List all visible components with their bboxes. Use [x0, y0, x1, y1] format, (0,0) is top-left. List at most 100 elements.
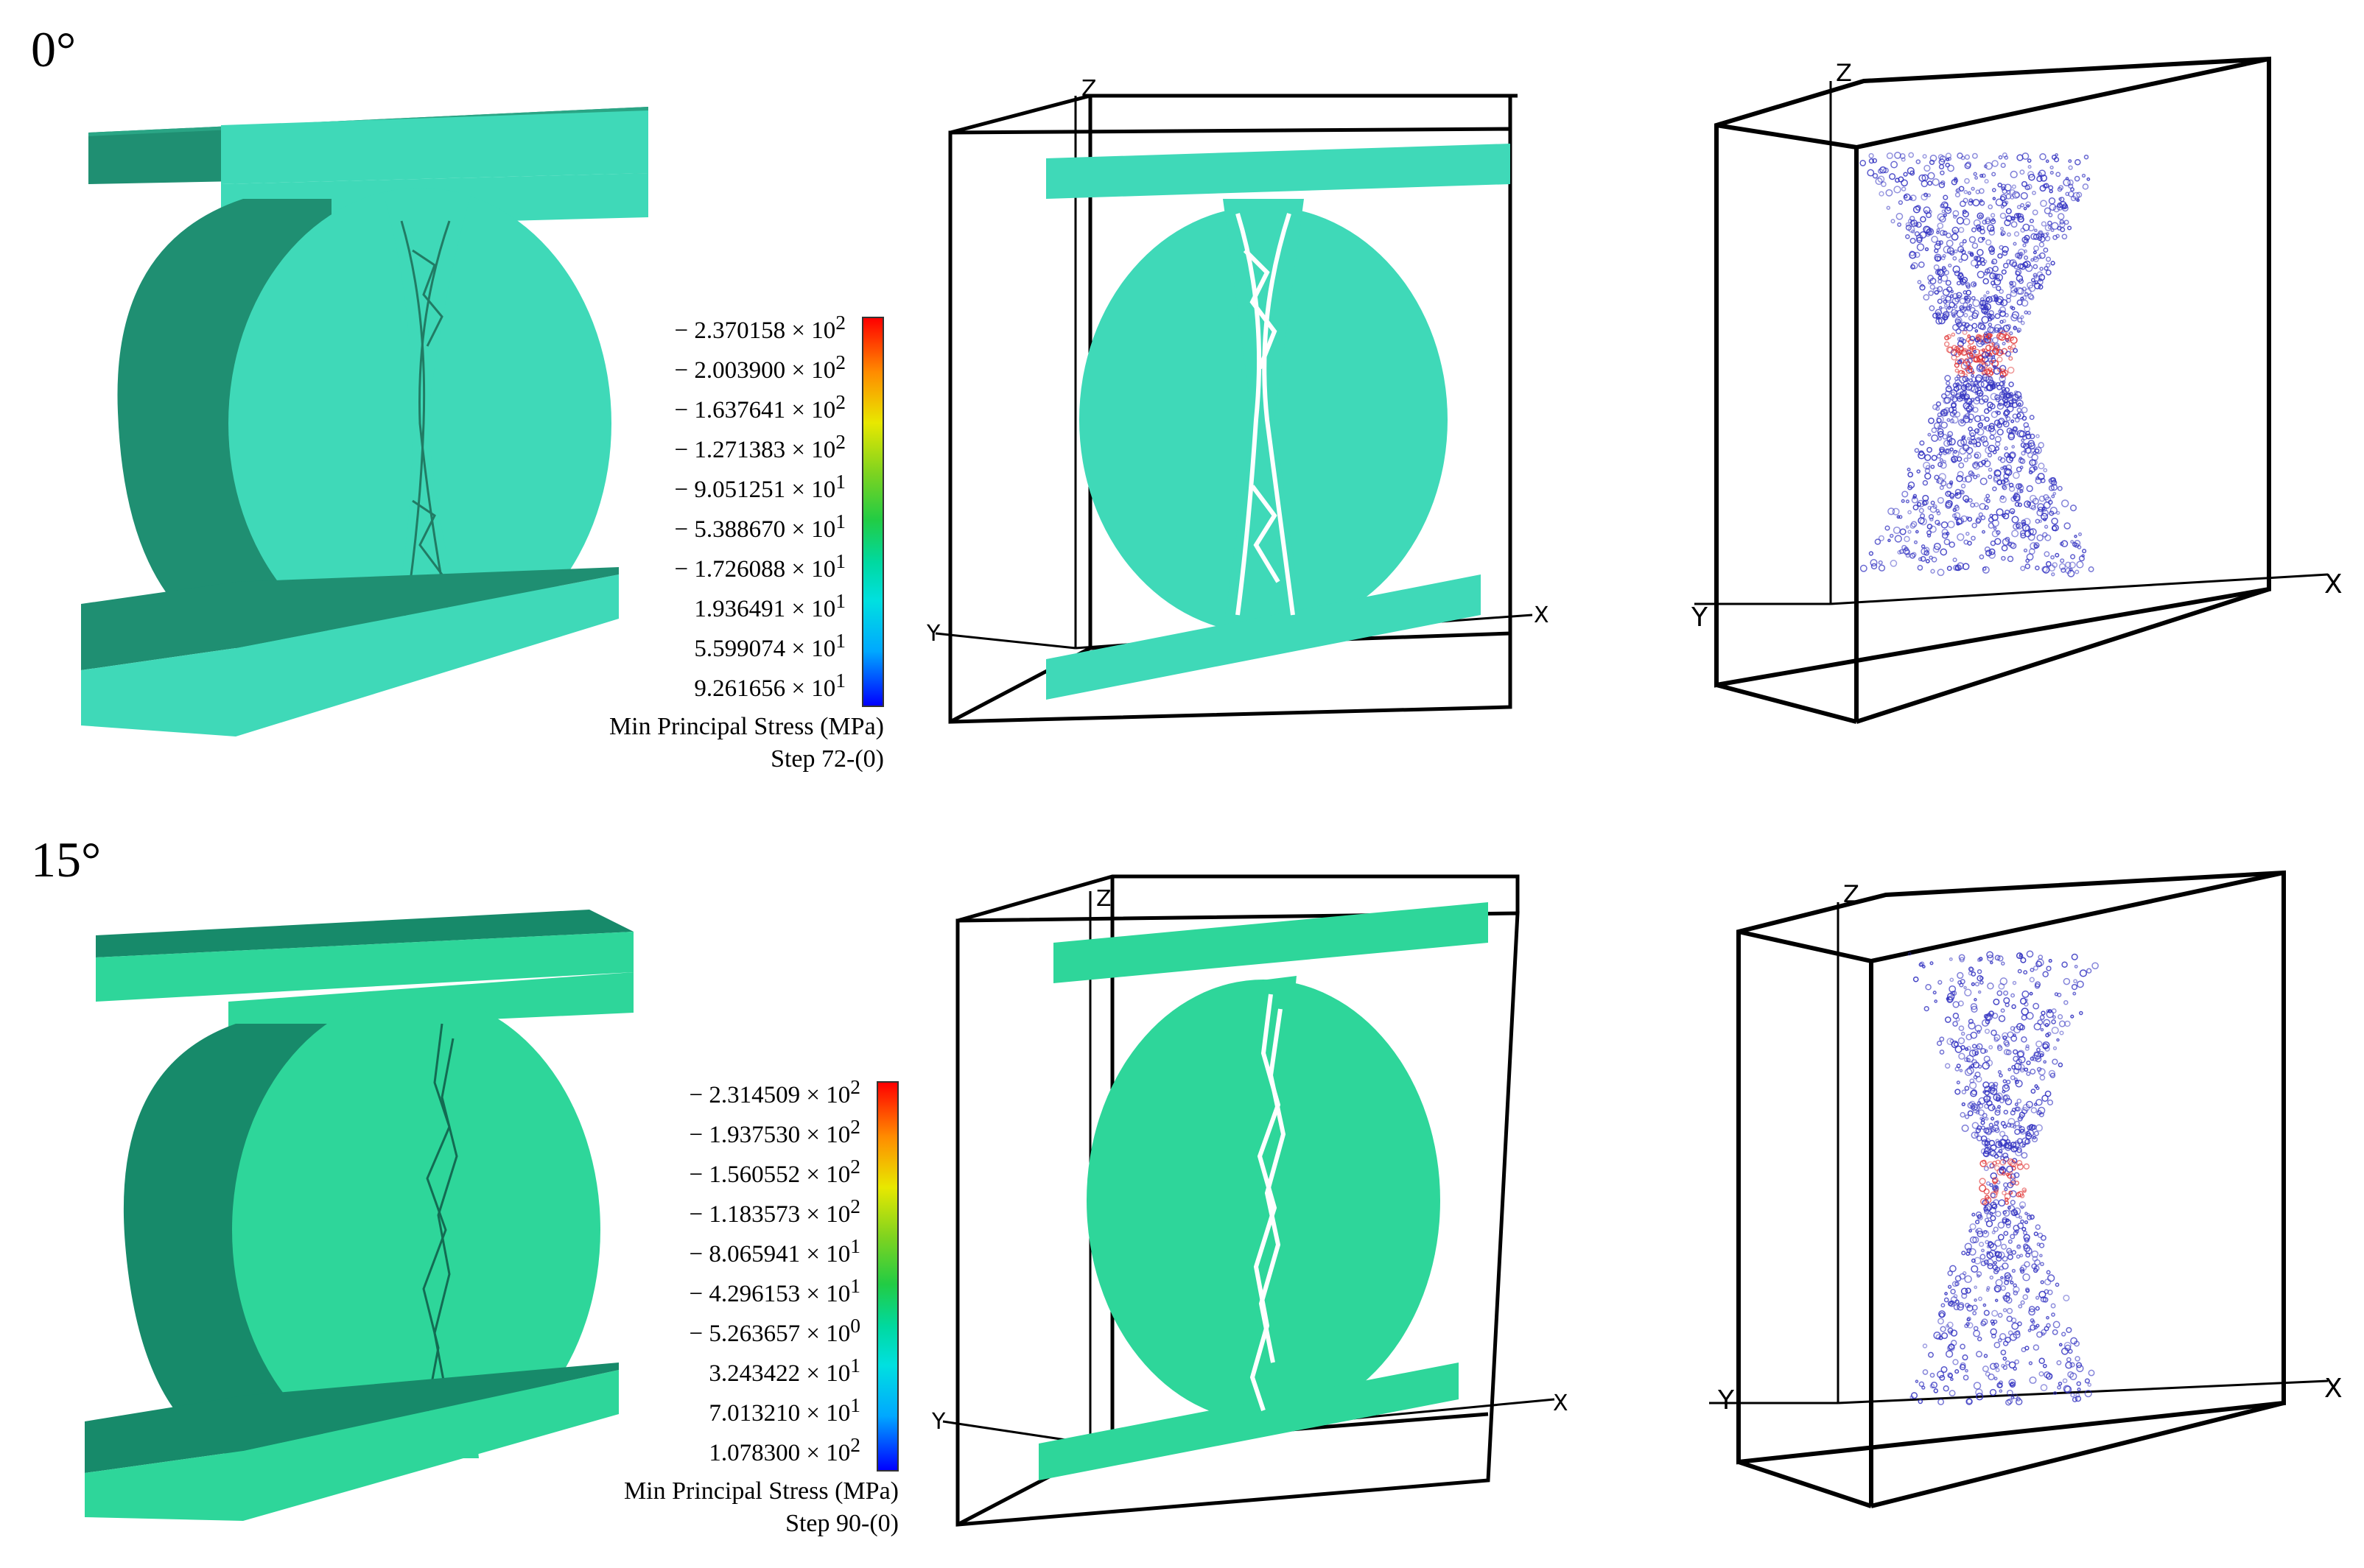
particle: [2009, 507, 2016, 514]
particle: [1947, 520, 1955, 529]
particle: [1964, 154, 1971, 160]
particle: [1986, 1259, 1994, 1267]
particle: [2067, 569, 2075, 577]
particle: [1986, 1251, 1991, 1255]
particle: [1974, 391, 1979, 395]
particle: [2014, 502, 2020, 507]
particle: [2072, 541, 2077, 547]
particle: [1980, 515, 1986, 521]
particle: [1988, 548, 1996, 555]
particle: [1945, 152, 1952, 159]
particle: [2003, 1295, 2010, 1302]
particle: [2038, 519, 2043, 523]
particle: [1943, 341, 1950, 348]
particle: [2052, 1058, 2058, 1065]
particle: [2005, 323, 2012, 330]
particle: [1926, 446, 1933, 453]
particle: [2038, 954, 2044, 960]
particle: [1955, 1017, 1960, 1022]
particle: [2038, 495, 2046, 502]
particle: [1996, 990, 2003, 996]
particle: [1954, 504, 1959, 509]
disc-body: [123, 994, 600, 1466]
particle: [2007, 366, 2015, 374]
particle: [1925, 984, 1932, 991]
particle: [1934, 999, 1938, 1003]
particle: [1968, 1050, 1977, 1058]
particle: [2070, 1393, 2075, 1398]
particle: [1964, 177, 1970, 184]
particle: [1922, 965, 1926, 968]
particle: [1949, 493, 1955, 499]
particle: [1961, 1102, 1965, 1107]
particle: [1958, 186, 1965, 192]
particle: [2020, 566, 2026, 572]
particle: [1926, 530, 1932, 535]
particle: [1949, 482, 1953, 486]
particle: [1977, 212, 1984, 219]
particle: [1894, 535, 1902, 543]
particle: [2010, 542, 2017, 549]
particle: [1993, 327, 2000, 334]
particle: [1949, 447, 1954, 451]
particle: [1892, 507, 1900, 516]
particle: [1960, 1031, 1965, 1036]
particle: [1975, 374, 1983, 382]
particle: [2014, 417, 2020, 423]
particle: [2008, 482, 2014, 488]
particle: [1988, 467, 1993, 472]
particle: [1881, 181, 1887, 187]
particle: [1990, 1150, 1997, 1157]
particle: [1999, 1333, 2007, 1340]
particle: [1968, 1022, 1976, 1030]
specimen-3d-view-0: [81, 107, 648, 736]
particle: [2013, 213, 2020, 219]
particle: [2038, 274, 2046, 281]
particle: [2010, 419, 2015, 423]
particle: [2007, 1158, 2014, 1165]
particle: [2022, 261, 2029, 268]
particle: [1982, 376, 1988, 381]
particle: [1980, 436, 1985, 441]
particle: [1944, 1292, 1948, 1295]
particle: [2007, 345, 2012, 350]
particle: [2056, 1038, 2060, 1042]
particle: [1954, 393, 1961, 400]
particle: [2014, 1120, 2020, 1127]
particle: [1905, 234, 1910, 239]
particle: [1993, 365, 1998, 370]
particle: [1970, 1064, 1975, 1069]
particle: [2058, 197, 2063, 201]
particle: [1944, 1016, 1951, 1023]
particle: [1893, 526, 1901, 535]
particle: [1884, 525, 1890, 531]
particle: [1971, 312, 1979, 320]
particle: [1944, 1063, 1951, 1069]
particle: [1874, 538, 1881, 545]
particle: [2058, 1020, 2066, 1027]
particle: [2017, 248, 2025, 256]
particle: [1937, 980, 1943, 985]
particle: [1986, 334, 1992, 340]
particle: [2044, 1046, 2050, 1052]
particle: [1992, 265, 1999, 273]
legend-step: Step 72-(0): [771, 745, 884, 773]
particle: [2041, 1329, 2047, 1335]
particle: [1937, 496, 1944, 504]
particle: [1971, 152, 1978, 159]
particle: [2007, 1067, 2012, 1072]
particle: [2069, 1372, 2077, 1380]
particle: [2005, 1197, 2009, 1202]
particle: [1950, 1340, 1957, 1346]
particle: [2057, 1385, 2061, 1390]
particle: [1951, 233, 1959, 241]
particle: [1996, 410, 2001, 415]
particle: [1984, 1145, 1988, 1148]
particle: [1944, 448, 1950, 454]
particle: [1985, 162, 1993, 170]
particle: [1930, 569, 1935, 574]
particle: [2026, 442, 2032, 449]
particle: [1956, 521, 1960, 526]
particle: [1972, 1236, 1979, 1243]
particle: [1922, 494, 1929, 502]
